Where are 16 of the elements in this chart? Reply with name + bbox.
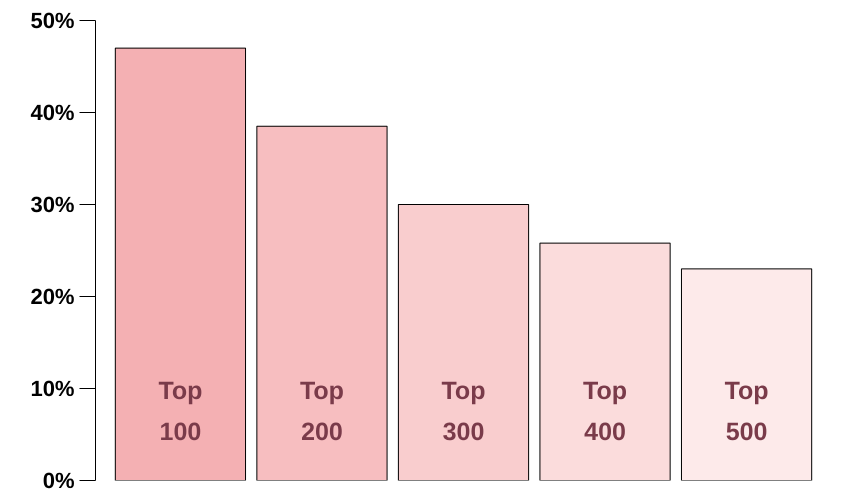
bar	[539, 242, 671, 480]
y-tick-label: 20%	[30, 284, 75, 309]
y-tick-label: 30%	[30, 192, 75, 217]
x-tick-label: Top 100	[158, 377, 202, 446]
bar	[398, 204, 530, 480]
y-tick-label: 50%	[30, 8, 75, 33]
x-tick-label: Top 400	[583, 377, 628, 446]
x-tick-label: Top 300	[442, 377, 486, 446]
y-tick-label: 40%	[30, 100, 75, 125]
x-tick-label: Top 500	[724, 377, 769, 446]
bar	[114, 48, 246, 480]
y-tick-label: 0%	[42, 468, 74, 493]
x-tick-label: Top 200	[300, 377, 344, 446]
y-tick-label: 10%	[30, 376, 75, 401]
bar	[256, 126, 388, 480]
bar	[680, 268, 812, 480]
